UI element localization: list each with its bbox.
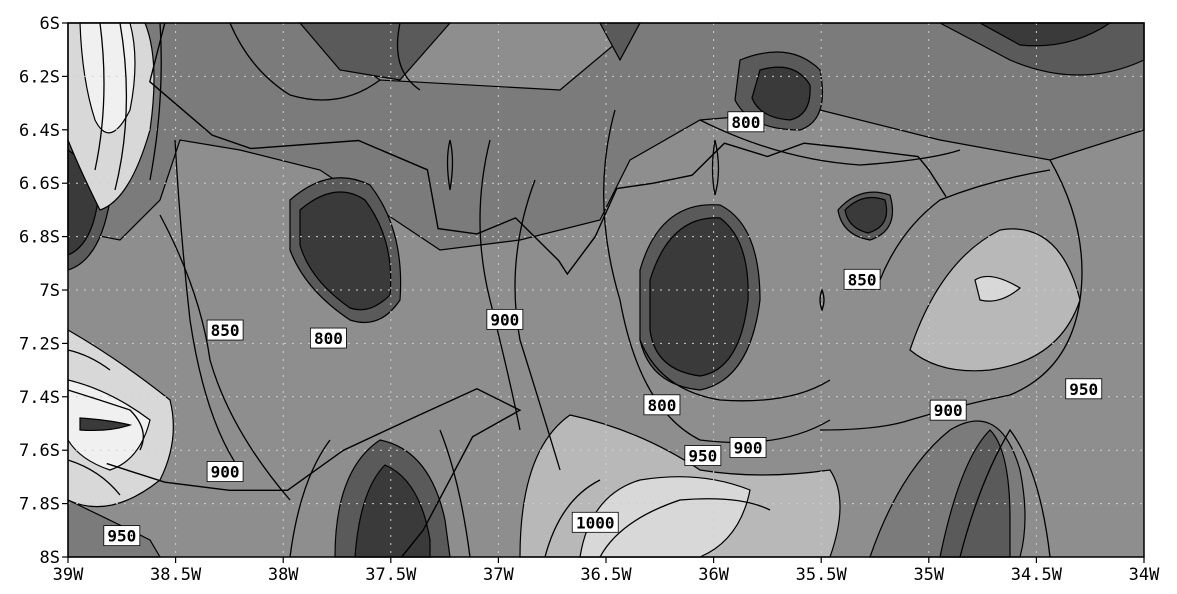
- contour-label: 950: [688, 447, 717, 466]
- contour-line: [711, 139, 720, 196]
- contour-region: [79, 417, 133, 432]
- coastline-line: [149, 22, 947, 276]
- x-tick-label: 38.5W: [150, 565, 202, 585]
- contour-label: 900: [734, 439, 763, 458]
- y-tick-label: 7.8S: [19, 495, 60, 515]
- contour-line: [439, 429, 471, 558]
- contour-label: 850: [848, 270, 877, 289]
- contour-label-box: [206, 461, 244, 482]
- contour-line: [67, 459, 121, 496]
- y-tick-label: 6.8S: [19, 228, 60, 248]
- x-tick-label: 35W: [913, 565, 944, 585]
- contour-line: [67, 349, 111, 371]
- y-axis: 6S 6.2S 6.4S 6.6S 6.8S 7S 7.2S 7.4S 7.6S 7.8S 8S: [19, 14, 68, 568]
- contour-line: [479, 139, 521, 431]
- x-tick-label: 36W: [698, 565, 729, 585]
- contour-label: 900: [490, 310, 519, 329]
- x-tick-label: 39W: [53, 565, 84, 585]
- contour-label-box: [729, 437, 767, 458]
- contour-line: [289, 439, 331, 558]
- map-boundaries: [106, 22, 947, 558]
- contour-line: [114, 22, 128, 191]
- contour-line: [174, 139, 241, 471]
- state-border-line: [106, 388, 522, 558]
- x-tick-label: 34.5W: [1011, 565, 1063, 585]
- x-tick-label: 36.5W: [580, 565, 632, 585]
- contour-label: 800: [647, 396, 676, 415]
- contour-label: 800: [314, 329, 343, 348]
- y-tick-label: 6.2S: [19, 67, 60, 87]
- contour-line: [94, 22, 105, 171]
- y-tick-label: 8S: [40, 548, 60, 568]
- contour-label: 1000: [576, 513, 615, 532]
- contour-line: [959, 428, 1051, 558]
- contour-label-box: [571, 511, 619, 533]
- contour-label-box: [206, 319, 244, 341]
- contour-line: [67, 389, 144, 451]
- contour-line: [879, 169, 1051, 281]
- contour-line: [639, 339, 831, 402]
- y-tick-label: 7S: [40, 281, 60, 301]
- contour-lines: [67, 22, 1083, 558]
- grid-lines: [68, 23, 1144, 557]
- contour-region: [579, 476, 751, 558]
- contour-label-box: [643, 394, 681, 416]
- contour-label: 850: [211, 321, 240, 340]
- contour-region: [979, 22, 1112, 47]
- contour-label-box: [309, 327, 347, 349]
- y-tick-label: 6S: [40, 14, 60, 34]
- contour-label: 950: [1069, 380, 1098, 399]
- y-tick-label: 6.4S: [19, 121, 60, 141]
- contour-line: [159, 214, 291, 501]
- y-tick-label: 7.2S: [19, 334, 60, 354]
- contour-line: [544, 479, 601, 558]
- x-tick-label: 35.5W: [796, 565, 848, 585]
- y-tick-label: 6.6S: [19, 174, 60, 194]
- contour-label-box: [929, 399, 967, 421]
- contour-region: [974, 275, 1022, 302]
- contour-region: [649, 217, 749, 377]
- contour-label: 950: [107, 527, 136, 546]
- x-tick-label: 38W: [268, 565, 299, 585]
- contour-label-box: [843, 268, 881, 290]
- contour-label-box: [486, 308, 524, 330]
- contour-label-box: [727, 111, 765, 133]
- contour-line: [396, 22, 421, 91]
- contour-region: [751, 66, 811, 121]
- contour-line: [446, 139, 454, 191]
- contour-line: [819, 288, 825, 312]
- contour-label: 800: [731, 113, 760, 132]
- x-tick-label: 34W: [1129, 565, 1160, 585]
- contour-label-box: [103, 525, 141, 547]
- x-tick-label: 37W: [483, 565, 514, 585]
- contour-line: [514, 179, 561, 471]
- x-axis: 39W 38.5W 38W 37.5W 37W 36.5W 36W 35.5W 35W 34.5W…: [53, 557, 1160, 585]
- contour-label: 900: [211, 463, 240, 482]
- contour-line: [599, 498, 771, 558]
- y-tick-label: 7.6S: [19, 441, 60, 461]
- contour-label-box: [684, 445, 722, 466]
- contour-region: [79, 22, 136, 134]
- contour-region: [299, 191, 392, 311]
- x-tick-label: 37.5W: [365, 565, 417, 585]
- contour-line: [229, 22, 381, 101]
- contour-labels: 800 850 900 850 800 950 900 800 900 950 900 1000 950: [103, 111, 1103, 547]
- contour-label-box: [1065, 378, 1103, 400]
- y-tick-label: 7.4S: [19, 388, 60, 408]
- contour-line: [819, 159, 1083, 431]
- contour-line: [699, 119, 961, 166]
- contour-region: [844, 197, 888, 234]
- contour-label: 900: [934, 401, 963, 420]
